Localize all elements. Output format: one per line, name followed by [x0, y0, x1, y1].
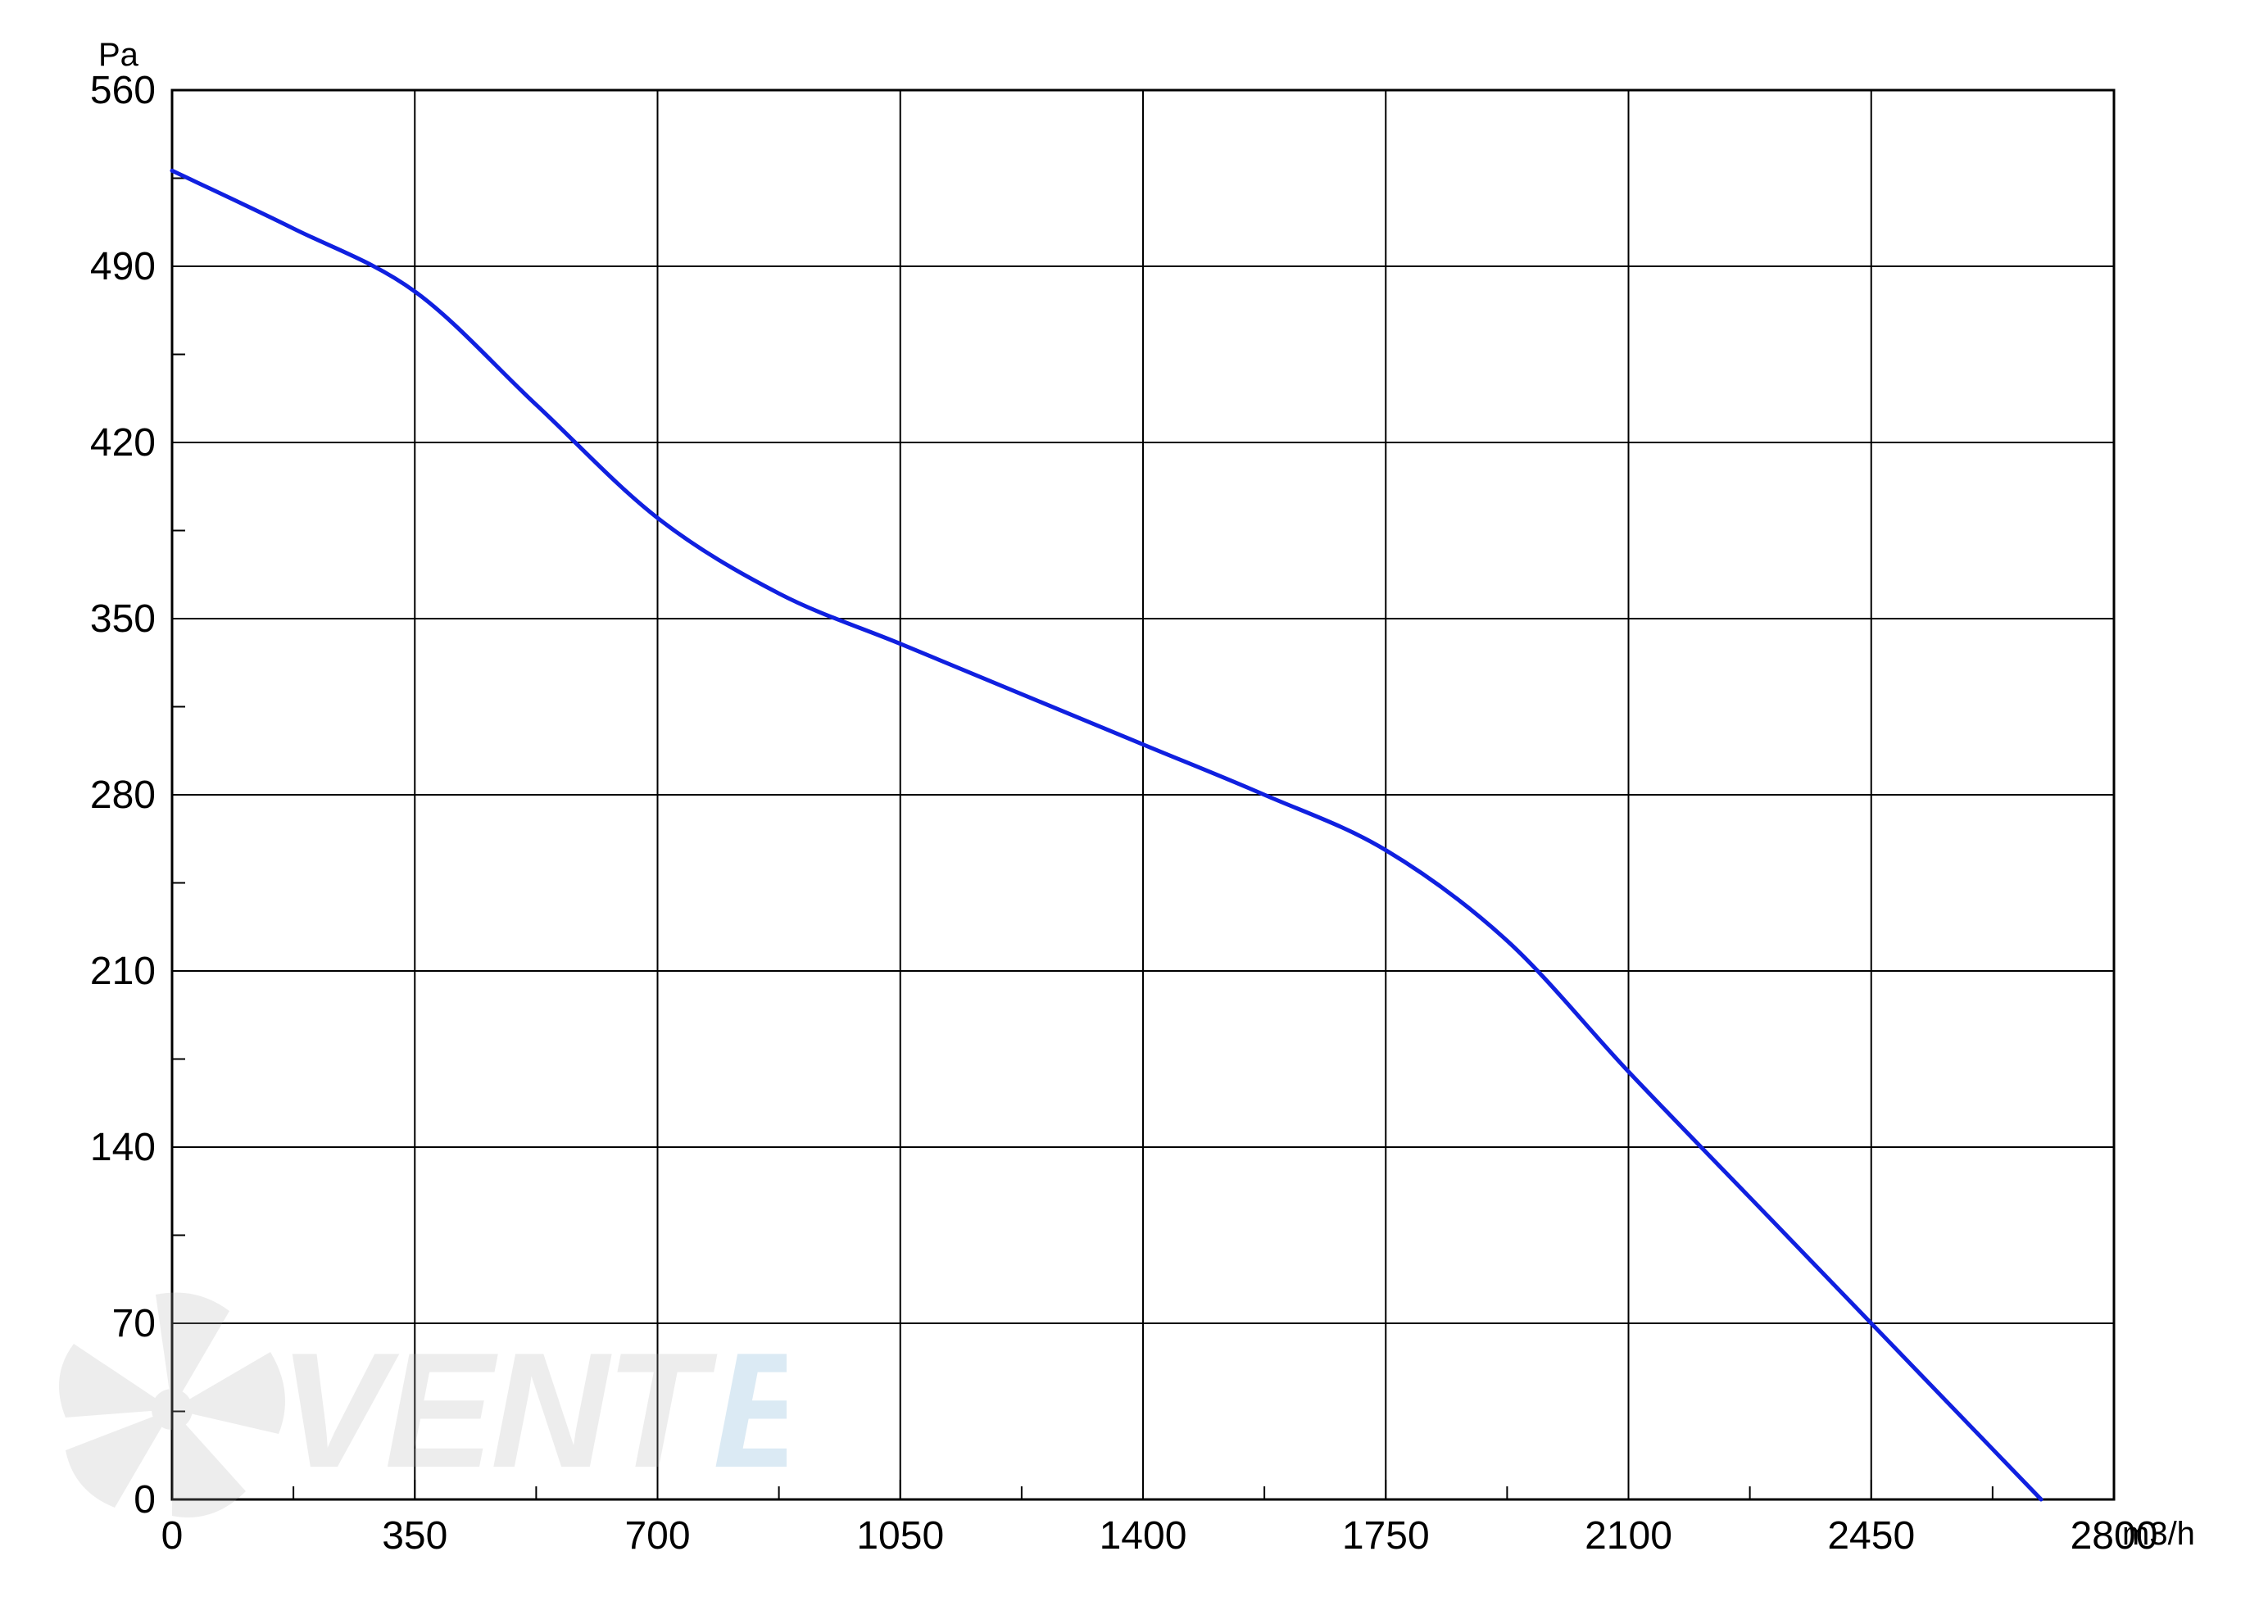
svg-text:2450: 2450 — [1827, 1514, 1915, 1558]
svg-text:560: 560 — [90, 69, 156, 112]
chart-container: 0 70 140 210 280 350 420 490 560 0 350 700 1050 1400 1… — [0, 0, 2268, 1624]
svg-text:700: 700 — [624, 1514, 690, 1558]
svg-text:140: 140 — [90, 1126, 156, 1169]
svg-text:0: 0 — [161, 1514, 184, 1558]
svg-text:350: 350 — [382, 1514, 447, 1558]
svg-text:210: 210 — [90, 950, 156, 993]
svg-text:70: 70 — [112, 1302, 156, 1345]
svg-text:420: 420 — [90, 421, 156, 465]
svg-text:0: 0 — [134, 1478, 156, 1522]
fan-curve-chart: 0 70 140 210 280 350 420 490 560 0 350 700 1050 1400 1… — [0, 0, 2268, 1624]
svg-text:m3/h: m3/h — [2122, 1516, 2195, 1552]
svg-text:2100: 2100 — [1585, 1514, 1672, 1558]
svg-text:1750: 1750 — [1342, 1514, 1430, 1558]
svg-text:490: 490 — [90, 245, 156, 288]
svg-text:1050: 1050 — [856, 1514, 944, 1558]
svg-text:350: 350 — [90, 597, 156, 641]
svg-text:280: 280 — [90, 773, 156, 817]
svg-text:Pa: Pa — [98, 37, 139, 73]
svg-text:1400: 1400 — [1100, 1514, 1187, 1558]
